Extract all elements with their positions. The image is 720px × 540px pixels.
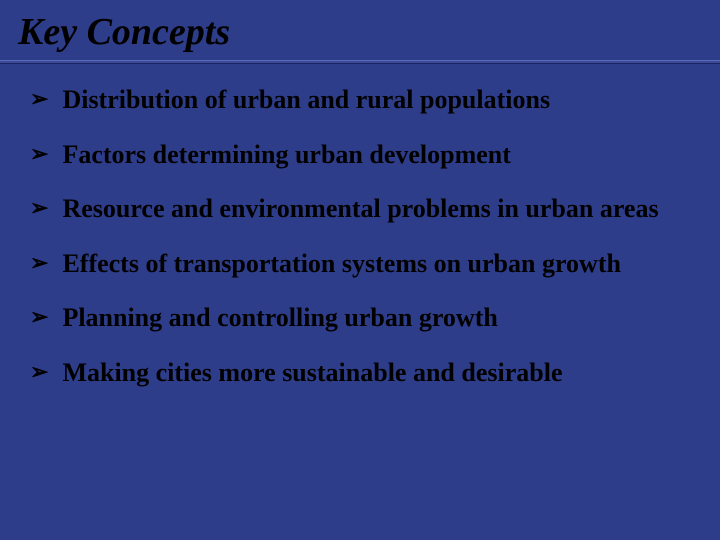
slide-container: Key Concepts ➢ Distribution of urban and… [0,0,720,540]
bullet-text: Effects of transportation systems on urb… [62,248,690,281]
bullet-text: Planning and controlling urban growth [62,302,690,335]
bullet-icon: ➢ [30,302,48,333]
bullet-list: ➢ Distribution of urban and rural popula… [0,64,720,389]
bullet-icon: ➢ [30,357,48,388]
bullet-icon: ➢ [30,139,48,170]
bullet-icon: ➢ [30,84,48,115]
list-item: ➢ Factors determining urban development [30,139,690,172]
bullet-icon: ➢ [30,248,48,279]
list-item: ➢ Effects of transportation systems on u… [30,248,690,281]
bullet-icon: ➢ [30,193,48,224]
bullet-text: Making cities more sustainable and desir… [62,357,690,390]
slide-title: Key Concepts [0,0,720,60]
bullet-text: Resource and environmental problems in u… [62,193,690,226]
bullet-text: Distribution of urban and rural populati… [62,84,690,117]
list-item: ➢ Planning and controlling urban growth [30,302,690,335]
bullet-text: Factors determining urban development [62,139,690,172]
list-item: ➢ Distribution of urban and rural popula… [30,84,690,117]
list-item: ➢ Resource and environmental problems in… [30,193,690,226]
list-item: ➢ Making cities more sustainable and des… [30,357,690,390]
